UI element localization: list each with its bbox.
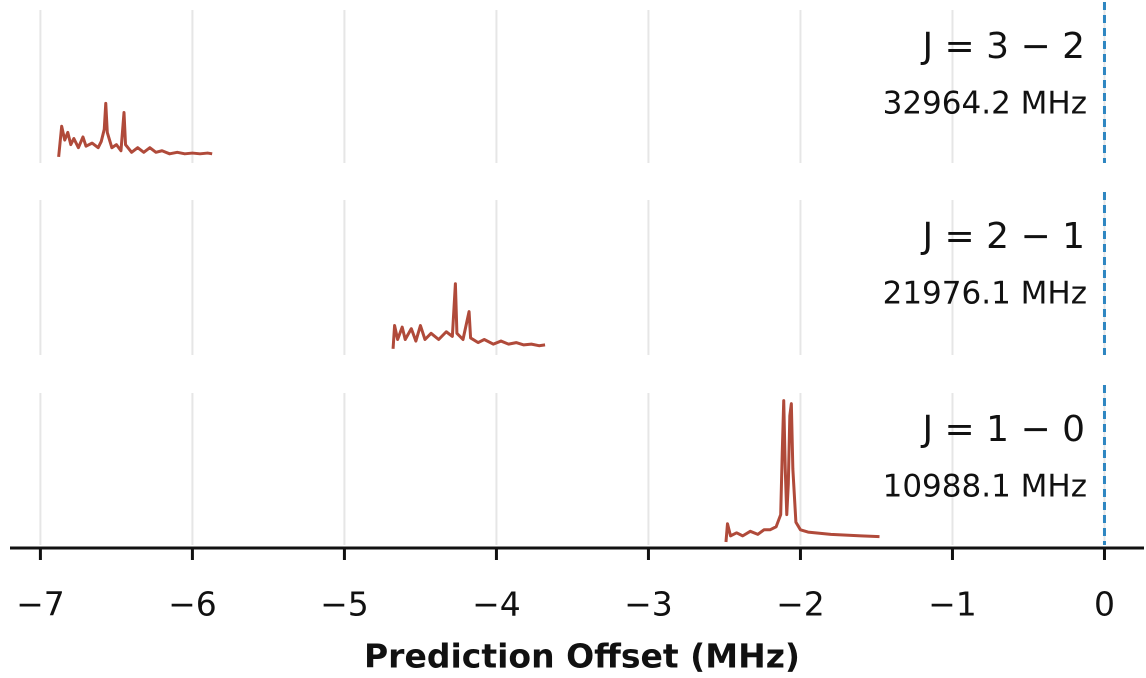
x-tick-label: −6 [168, 585, 217, 624]
panel-subtitle: 10988.1 MHz [883, 469, 1087, 505]
x-tick-label: −2 [776, 585, 825, 624]
x-tick-label: −5 [320, 585, 369, 624]
x-tick-label: −3 [624, 585, 673, 624]
x-tick-label: 0 [1094, 585, 1115, 624]
x-tick-label: −4 [472, 585, 521, 624]
x-tick-label: −7 [16, 585, 65, 624]
spectrum-line [57, 101, 213, 158]
panel-title: J = 3 − 2 [920, 26, 1085, 67]
x-axis-label: Prediction Offset (MHz) [364, 637, 800, 676]
panel-title: J = 2 − 1 [920, 216, 1085, 257]
spectrum-line [391, 282, 546, 349]
panel-title: J = 1 − 0 [920, 409, 1085, 450]
panel-subtitle: 21976.1 MHz [883, 276, 1087, 312]
x-tick-label: −1 [928, 585, 977, 624]
spectrum-line [724, 399, 880, 543]
panel-subtitle: 32964.2 MHz [883, 86, 1087, 122]
